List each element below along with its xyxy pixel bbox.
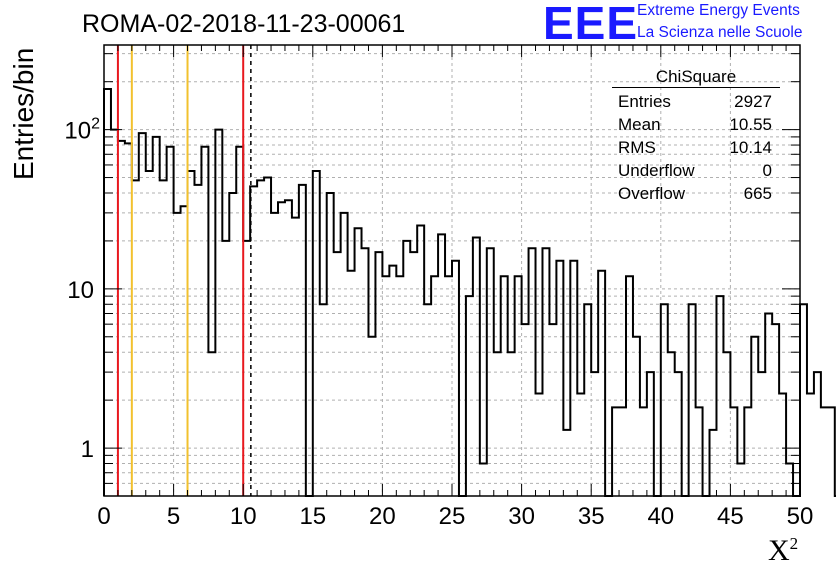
logo-line-1: Extreme Energy Events: [637, 2, 800, 19]
stats-row: Mean 10.55: [612, 113, 780, 136]
axis-ticks: [103, 45, 801, 496]
y-tick-label: 10: [67, 277, 94, 304]
y-axis-label-text: Entries/bin: [8, 47, 39, 180]
x-axis-label: X2: [768, 534, 798, 568]
logo-line-2: La Scienza nelle Scuole: [637, 24, 803, 41]
stats-label: Overflow: [618, 184, 686, 203]
y-tick-label: 1: [81, 436, 94, 463]
y-axis-label: Entries/bin: [8, 48, 40, 180]
x-tick-label: 40: [647, 503, 674, 530]
stats-label: Underflow: [618, 161, 695, 180]
histogram-line: [103, 87, 836, 497]
histogram-series: [103, 87, 836, 497]
stats-label: Mean: [618, 115, 661, 134]
x-tick-label: 15: [299, 503, 326, 530]
stats-value: 2927: [734, 92, 772, 111]
x-tick-label: 10: [230, 503, 257, 530]
eee-logo: EEE: [543, 0, 639, 49]
x-tick-label: 50: [787, 503, 814, 530]
reference-lines: [116, 45, 252, 496]
y-tick-label-exponent: 2: [91, 116, 100, 133]
x-tick-label: 20: [369, 503, 396, 530]
stats-value: 10.55: [729, 115, 772, 134]
stats-label: Entries: [618, 92, 671, 111]
stats-box: ChiSquare Entries 2927 Mean 10.55 RMS 10…: [612, 67, 780, 205]
stats-value: 665: [743, 184, 772, 203]
x-tick-label: 35: [578, 503, 605, 530]
stats-title: ChiSquare: [612, 67, 780, 88]
chart-title: ROMA-02-2018-11-23-00061: [82, 10, 406, 38]
y-tick-label: 102: [64, 116, 100, 145]
x-axis-label-sup: 2: [789, 534, 799, 553]
x-axis-label-text: X: [768, 534, 790, 567]
stats-label: RMS: [618, 138, 656, 157]
stats-value: 0: [762, 161, 772, 180]
stats-row: Overflow 665: [612, 182, 780, 205]
x-tick-label: 0: [97, 503, 110, 530]
x-tick-label: 30: [508, 503, 535, 530]
stats-value: 10.14: [729, 138, 772, 157]
stats-row: Entries 2927: [612, 90, 780, 113]
stats-row: Underflow 0: [612, 159, 780, 182]
x-tick-label: 5: [167, 503, 180, 530]
stats-row: RMS 10.14: [612, 136, 780, 159]
x-tick-label: 25: [439, 503, 466, 530]
x-tick-label: 45: [717, 503, 744, 530]
